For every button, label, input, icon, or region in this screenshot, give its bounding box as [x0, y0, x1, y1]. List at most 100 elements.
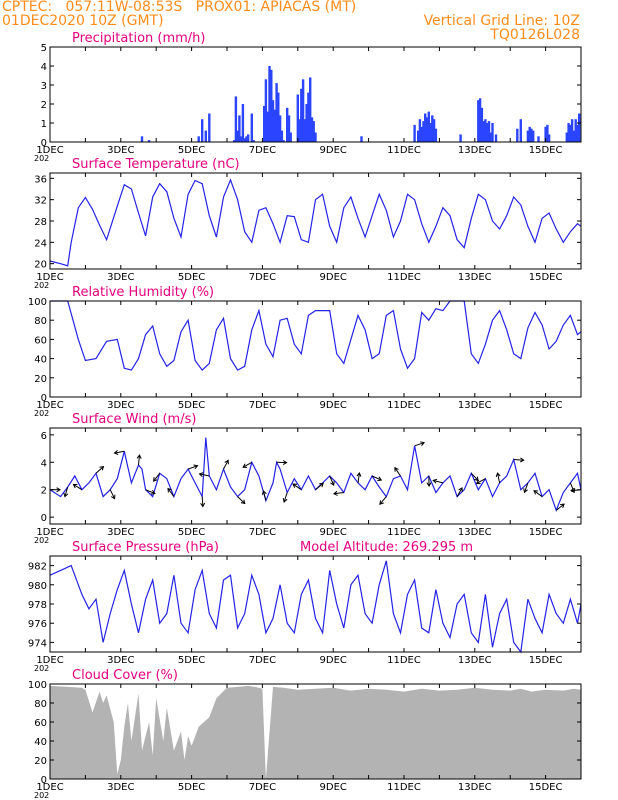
wind-arrow-head: [200, 502, 206, 508]
precip-bar: [278, 115, 282, 142]
precip-bar: [303, 119, 307, 142]
x-tick-label: 1DEC: [36, 145, 63, 156]
wind-arrow-head: [394, 466, 399, 472]
wind-arrow-head: [150, 489, 156, 495]
header-grid-line: Vertical Grid Line: 10Z: [423, 13, 580, 29]
wind-frame: [49, 427, 582, 525]
wind-y-tick-label: 6: [41, 431, 47, 442]
precip-bar: [422, 121, 425, 142]
x-year-fragment: 202: [34, 281, 49, 290]
precip-bar: [277, 92, 280, 142]
x-year-fragment: 202: [34, 536, 49, 545]
precip-bar: [309, 77, 312, 142]
wind-arrow-head: [356, 472, 362, 477]
precip-bar: [360, 136, 363, 142]
wind-arrow: [394, 467, 401, 477]
wind-arrow: [513, 459, 524, 461]
precip-y-tick-label: 4: [41, 62, 47, 73]
temperature-y-tick-label: 36: [34, 174, 47, 185]
wind-arrow: [64, 486, 69, 497]
wind-arrow-head: [458, 487, 463, 492]
x-tick-label: 11DEC: [387, 272, 421, 283]
wind-arrow: [357, 472, 360, 483]
header-model-code: TQ0126L028: [490, 27, 580, 43]
precip-y-tick-label: 5: [41, 43, 47, 54]
precip-bar: [494, 134, 498, 142]
wind-y-tick-label: 2: [41, 486, 47, 497]
x-tick-label: 1DEC: [36, 782, 63, 793]
x-tick-label: 3DEC: [107, 272, 134, 283]
wind-arrow: [533, 490, 543, 498]
pressure-y-tick-label: 980: [28, 581, 47, 592]
wind-arrow-head: [292, 483, 298, 488]
precip-bar: [287, 115, 291, 142]
humidity-y-tick-label: 100: [28, 297, 47, 308]
wind-arrow: [201, 496, 204, 507]
x-tick-label: 11DEC: [387, 655, 421, 666]
wind-arrow-head: [533, 490, 539, 495]
temperature-series-line: [49, 178, 582, 267]
wind-arrow: [433, 479, 444, 484]
x-tick-label: 3DEC: [107, 400, 134, 411]
precip-bar: [286, 107, 289, 142]
wind-arrow: [414, 442, 425, 447]
temperature-y-tick-label: 32: [34, 196, 47, 207]
precip-bar: [544, 126, 547, 142]
wind-y-tick-label: 4: [41, 458, 47, 469]
precip-bar: [477, 100, 480, 142]
wind-arrow: [292, 483, 302, 491]
precip-bar: [482, 121, 485, 142]
x-tick-label: 13DEC: [458, 400, 492, 411]
precip-bar: [431, 115, 434, 142]
x-tick-label: 5DEC: [178, 400, 205, 411]
wind-arrow: [456, 487, 463, 497]
precip-bar: [429, 123, 432, 142]
precip-bar: [567, 123, 570, 142]
x-tick-label: 1DEC: [36, 527, 63, 538]
precip-bar: [282, 140, 285, 142]
x-tick-label: 15DEC: [529, 782, 563, 793]
wind-title: Surface Wind (m/s): [72, 412, 196, 427]
precip-bar: [201, 119, 204, 142]
wind-arrow: [371, 475, 382, 481]
precip-bar: [572, 130, 576, 142]
wind-arrow: [145, 489, 156, 494]
precip-bar: [530, 128, 533, 142]
x-tick-label: 13DEC: [458, 655, 492, 666]
wind-arrow-head: [99, 465, 105, 471]
precip-bar: [140, 136, 144, 142]
wind-arrow: [283, 492, 288, 503]
temperature-y-tick-label: 24: [34, 238, 47, 249]
precip-bar: [307, 92, 310, 142]
precip-bar: [266, 111, 269, 142]
precip-bar: [480, 107, 484, 142]
cloud-frame: [49, 683, 582, 780]
wind-arrow: [187, 465, 198, 470]
precip-bar: [413, 124, 416, 142]
precip-bar: [420, 126, 423, 142]
wind-arrow-head: [224, 459, 229, 465]
pressure-annotation: Model Altitude: 269.295 m: [300, 540, 473, 555]
x-year-fragment: 202: [34, 664, 49, 673]
precip-bar: [232, 140, 236, 142]
x-tick-label: 1DEC: [36, 655, 63, 666]
precip-bar: [491, 123, 494, 142]
x-tick-label: 9DEC: [320, 527, 347, 538]
precip-bar: [310, 117, 314, 142]
wind-arrow: [223, 460, 229, 470]
precip-bar: [298, 119, 301, 142]
precip-bar: [305, 104, 308, 142]
precip-frame: [49, 46, 582, 143]
wind-arrow-head: [56, 487, 61, 493]
x-tick-label: 1DEC: [36, 400, 63, 411]
precip-bar: [271, 100, 275, 142]
wind-arrow-head: [379, 500, 384, 505]
wind-arrow: [167, 488, 175, 497]
header-station: CPTEC: 057:11W-08:53S PROX01: APIACAS (M…: [2, 0, 357, 15]
precip-bar: [245, 136, 248, 142]
precip-bar: [243, 138, 246, 142]
precip-bar: [273, 109, 276, 142]
precip-bar: [270, 69, 273, 142]
x-tick-label: 9DEC: [320, 655, 347, 666]
precip-bar: [263, 105, 266, 142]
